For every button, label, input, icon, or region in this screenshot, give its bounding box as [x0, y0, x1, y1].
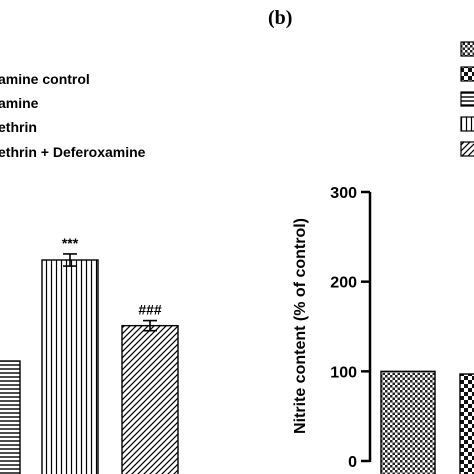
legend-b-swatch-2 [460, 66, 474, 82]
legend-a-entry-1: amine control [0, 71, 90, 87]
legend-b-swatch-4 [460, 116, 474, 132]
annotation-a-pyrethrin: *** [62, 235, 79, 251]
legend-a-entry-3: ethrin [0, 119, 37, 135]
y-axis-label-b: Nitrite content (% of control) [292, 218, 309, 434]
y-tick-label-b-200: 200 [330, 275, 357, 292]
bar-a-pyrethrin-deferoxamine [121, 324, 179, 474]
legend-a: amine control amine ethrin ethrin + Defe… [0, 71, 146, 160]
legend-b-swatch-5 [460, 141, 474, 157]
y-tick-label-b-100: 100 [330, 364, 357, 381]
legend-a-entry-2: amine [0, 95, 39, 111]
bar-b-deferoxamine [459, 373, 474, 474]
legend-b-swatch-3 [460, 91, 474, 107]
bar-a-pyrethrin [41, 259, 99, 474]
panel-a: *** ### [0, 235, 179, 474]
y-tick-label-b-300: 300 [330, 185, 357, 202]
bar-b-deferoxamine-control [380, 370, 436, 474]
errorbar-a-pyrethrin [63, 253, 77, 267]
errorbar-a-pyrethrin-deferoxamine [143, 319, 157, 332]
panel-b: 0 100 200 300 Nitrite content (% of cont… [292, 185, 474, 474]
bar-a-deferoxamine [0, 360, 21, 474]
legend-b [460, 41, 474, 157]
annotation-a-pyrethrin-deferoxamine: ### [138, 302, 162, 318]
y-tick-label-b-0: 0 [348, 454, 357, 471]
panel-b-label: (b) [268, 7, 292, 29]
legend-a-entry-4: ethrin + Deferoxamine [0, 144, 146, 160]
legend-b-swatch-1 [460, 41, 474, 57]
